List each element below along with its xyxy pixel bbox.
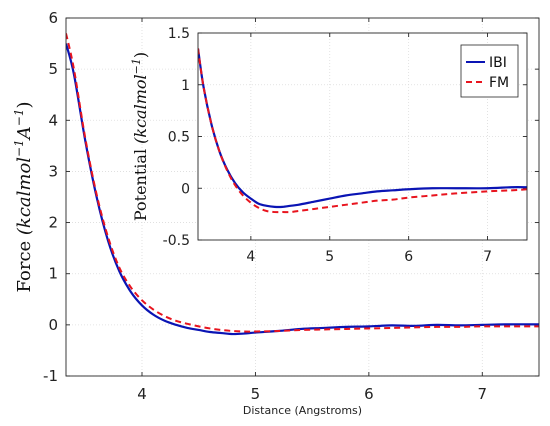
inset-y-tick-label: 0.5 (168, 130, 190, 146)
main-y-tick-label: 0 (48, 316, 58, 334)
main-series-ibi-line (66, 43, 539, 336)
inset-y-tick-label: -0.5 (163, 233, 190, 249)
main-x-axis-label: Distance (Angstroms) (243, 404, 362, 417)
inset-series-ibi-line (198, 48, 527, 209)
main-x-ticks: 4 5 6 7 (137, 18, 487, 403)
inset-x-tick-label: 6 (404, 249, 413, 265)
main-series (66, 33, 539, 336)
inset-x-tick-label: 4 (246, 249, 255, 265)
main-y-tick-label: 5 (48, 60, 58, 78)
main-y-tick-label: 4 (48, 111, 58, 129)
inset-y-label-exp: −1 (130, 58, 143, 74)
inset-legend: IBI FM (460, 44, 519, 98)
inset-y-label-unit: (kcalmol (131, 74, 150, 143)
inset-x-ticks: 4 5 6 7 (246, 33, 492, 265)
inset-x-tick-label: 5 (325, 249, 334, 265)
main-y-tick-label: 3 (48, 162, 58, 180)
main-x-tick-label: 4 (137, 385, 147, 403)
main-series-fm-line (66, 33, 539, 333)
inset-series (198, 48, 527, 214)
inset-series-fm-line (198, 48, 527, 214)
legend-label-ibi: IBI (489, 55, 507, 71)
main-y-label-unit: (kcalmol (14, 157, 35, 235)
main-y-label-word: Force (14, 235, 35, 292)
main-y-label-close: ) (14, 101, 35, 108)
legend-label-fm: FM (489, 75, 509, 91)
main-x-tick-label: 7 (478, 385, 488, 403)
inset-y-axis-label: Potential (kcalmol−1) (130, 52, 150, 221)
inset-y-tick-label: 1.5 (168, 26, 190, 42)
main-y-tick-label: 6 (48, 9, 58, 27)
main-y-label-unit2: A (14, 126, 35, 141)
main-y-tick-label: 2 (48, 214, 58, 232)
inset-y-ticks: -0.5 0 0.5 1 1.5 (163, 26, 527, 249)
inset-x-tick-label: 7 (483, 249, 492, 265)
main-y-tick-label: -1 (43, 367, 58, 385)
inset-y-tick-label: 1 (181, 78, 190, 94)
main-y-axis-label: Force (kcalmol−1A−1) (12, 101, 35, 292)
legend-box (460, 44, 519, 98)
inset-y-label-word: Potential (131, 144, 150, 221)
main-y-label-exp2: −1 (12, 109, 26, 127)
main-y-tick-label: 1 (48, 265, 58, 283)
inset-y-label-close: ) (131, 52, 150, 58)
main-frame (65, 17, 540, 377)
main-x-tick-label: 6 (364, 385, 374, 403)
inset-frame (197, 32, 528, 241)
main-x-tick-label: 5 (251, 385, 261, 403)
main-y-label-exp1: −1 (12, 139, 26, 157)
inset-y-tick-label: 0 (181, 181, 190, 197)
